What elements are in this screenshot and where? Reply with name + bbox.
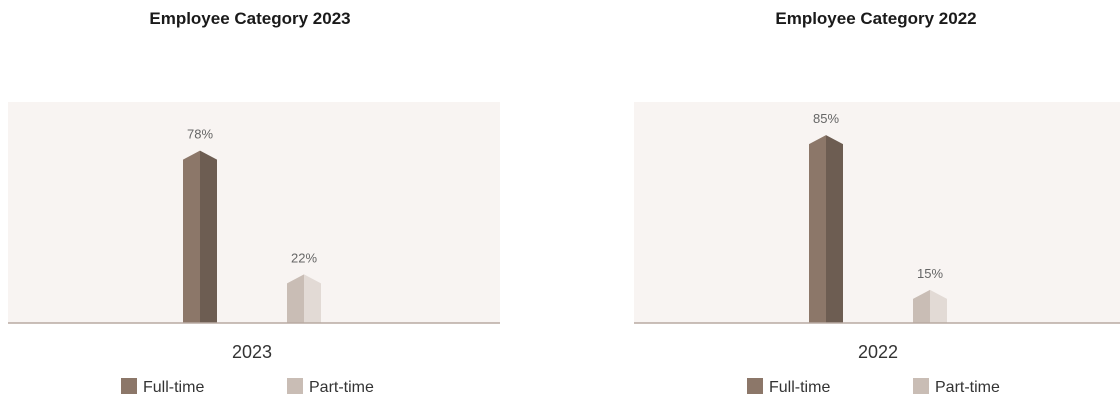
legend-item-part-time: Part-time [287,378,374,397]
x-tick-label: 2023 [232,342,272,362]
chart-title-2023: Employee Category 2023 [149,9,351,28]
legend-item-part-time: Part-time [913,378,1000,397]
plot-background [8,102,500,323]
bar-full-time [809,135,843,323]
legend-swatch-full-time [747,378,763,394]
plot-area-2022: 85% 15% 2022 [634,102,1120,362]
data-label-full-time: 85% [813,111,839,126]
plot-background [634,102,1120,323]
legend-swatch-part-time [913,378,929,394]
chart-title-2022: Employee Category 2022 [775,9,977,28]
legend-label-part-time: Part-time [935,379,1000,396]
legend-label-full-time: Full-time [143,379,205,396]
chart-2023: Employee Category 2023 78% 22% 2023 Full-t… [0,0,500,403]
bar-part-time [913,289,947,323]
x-tick-label: 2022 [858,342,898,362]
data-label-part-time: 22% [291,250,317,265]
chart-2022: Employee Category 2022 85% 15% 2022 Full-t… [626,0,1120,403]
legend-swatch-part-time [287,378,303,394]
data-label-part-time: 15% [917,266,943,281]
legend-label-full-time: Full-time [769,379,831,396]
bar-part-time [287,274,321,323]
bar-full-time [183,150,217,323]
data-label-full-time: 78% [187,127,213,142]
legend-item-full-time: Full-time [747,378,830,397]
legend-item-full-time: Full-time [121,378,204,397]
legend-swatch-full-time [121,378,137,394]
legend-label-part-time: Part-time [309,379,374,396]
plot-area-2023: 78% 22% 2023 [8,102,500,362]
